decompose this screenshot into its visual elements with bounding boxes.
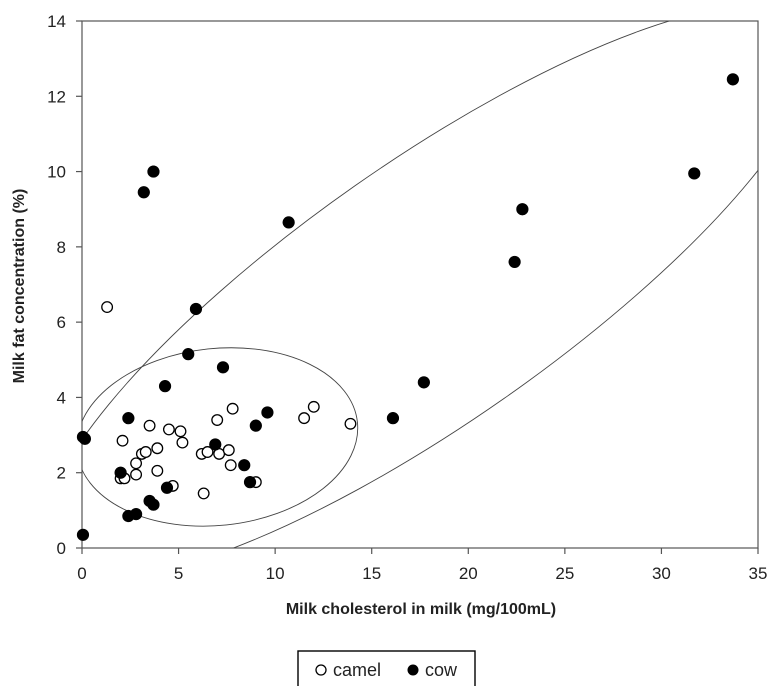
cow-point: [137, 186, 150, 199]
camel-point: [344, 417, 357, 430]
x-axis-title: Milk cholesterol in milk (mg/100mL): [286, 601, 556, 618]
cow-point: [516, 203, 529, 216]
camel-point: [197, 487, 210, 500]
cow-point: [238, 459, 251, 472]
cow-point: [209, 438, 222, 451]
x-tick-label: 25: [555, 564, 574, 583]
camel-point: [307, 400, 320, 413]
camel-point: [222, 444, 235, 457]
camel-point: [211, 414, 224, 426]
x-tick-label: 20: [459, 564, 478, 583]
x-tick-label: 0: [77, 564, 86, 583]
cow-point: [726, 73, 739, 86]
camel-point: [116, 434, 129, 447]
cow-point: [688, 167, 701, 180]
cow-point: [417, 376, 430, 389]
x-tick-label: 30: [652, 564, 671, 583]
y-tick-label: 14: [47, 12, 66, 31]
legend-label-cow: cow: [425, 660, 458, 680]
camel-point: [174, 425, 187, 438]
cow-point: [147, 498, 160, 511]
x-tick-label: 5: [174, 564, 183, 583]
cow-point: [243, 476, 257, 489]
cow-point: [508, 255, 521, 269]
legend-marker-camel: [315, 664, 327, 676]
camel-point: [226, 402, 239, 415]
y-tick-label: 4: [57, 388, 66, 407]
cow-point: [189, 302, 203, 316]
camel-point: [130, 468, 143, 481]
x-tick-layer: 0 5 10 15 20 25 30 35: [77, 548, 767, 583]
camel-point: [139, 446, 152, 458]
cow-point: [78, 432, 91, 445]
cow-point: [216, 361, 230, 374]
y-tick-label: 2: [57, 464, 66, 483]
y-tick-layer: 0 2 4 6 8 10 12 14: [47, 12, 82, 558]
camel-point: [130, 457, 143, 470]
cow-point: [386, 412, 400, 425]
plot-frame: [81, 20, 759, 549]
ellipse-layer: [82, 21, 758, 548]
cow-point: [122, 412, 135, 425]
camel-region-ellipse: [82, 347, 359, 527]
cow-point: [114, 466, 127, 479]
legend-marker-cow: [407, 664, 419, 676]
legend-box: [297, 650, 476, 686]
camel-point: [176, 436, 189, 449]
series-camel: [101, 301, 357, 500]
cow-point: [76, 528, 90, 541]
y-tick-label: 10: [47, 163, 66, 182]
cow-point: [158, 380, 172, 393]
legend: camel cow: [297, 650, 476, 686]
camel-point: [151, 442, 164, 455]
camel-point: [298, 412, 311, 425]
series-cow: [76, 73, 739, 541]
cow-point: [129, 508, 143, 521]
y-tick-label: 8: [57, 238, 66, 257]
legend-label-camel: camel: [333, 660, 381, 680]
camel-point: [151, 464, 164, 477]
plot-area: 0 5 10 15 20 25 30 35 0 2 4 6 8 10 12 14: [47, 12, 767, 583]
y-tick-label: 6: [57, 313, 66, 332]
camel-point: [143, 419, 156, 432]
y-tick-label: 0: [57, 539, 66, 558]
x-tick-label: 15: [362, 564, 381, 583]
cow-point: [182, 348, 195, 361]
cow-point: [147, 165, 160, 178]
cow-point: [249, 419, 262, 432]
x-tick-label: 10: [266, 564, 285, 583]
camel-point: [224, 459, 237, 472]
camel-point: [162, 423, 175, 436]
cow-point: [160, 481, 174, 494]
y-axis-title: Milk fat concentration (%): [11, 189, 28, 384]
cow-region-ellipse: [82, 21, 758, 548]
y-tick-label: 12: [47, 87, 66, 106]
camel-point: [101, 301, 114, 314]
camel-point: [201, 446, 214, 458]
cow-point: [261, 406, 274, 419]
cow-point: [282, 216, 295, 229]
x-tick-label: 35: [749, 564, 768, 583]
